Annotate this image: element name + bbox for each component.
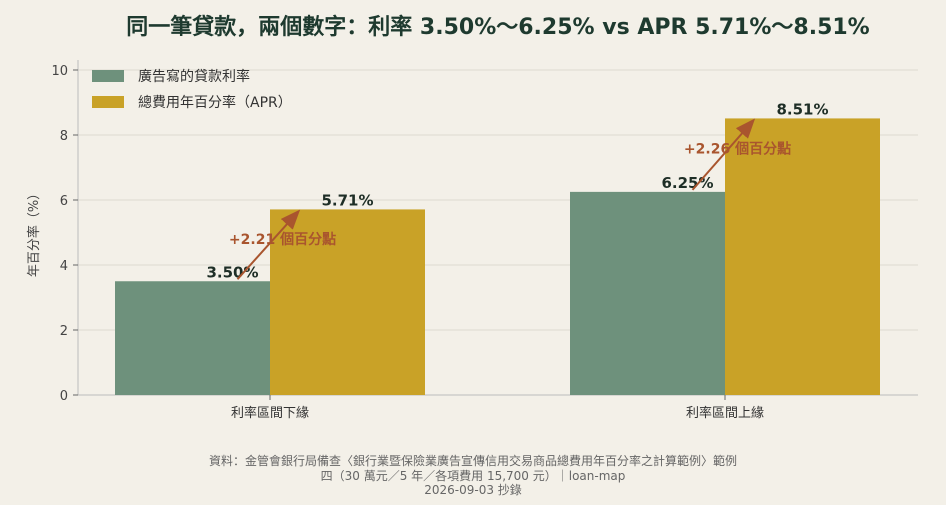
legend-swatch-apr [92,96,124,108]
increase-annotation-0: +2.21 個百分點 [229,231,336,248]
y-tick-label-5: 10 [51,64,68,79]
annotations: +2.21 個百分點 +2.26 個百分點 [229,118,791,280]
legend: 廣告寫的貸款利率 總費用年百分率（APR） [92,68,292,111]
x-category-label-0: 利率區間下緣 [231,405,309,421]
x-categories: 利率區間下緣 利率區間上緣 [231,395,764,421]
y-tick-label-3: 6 [60,194,68,209]
data-label-s1-c1: 8.51% [776,100,828,118]
data-label-s0-c1: 6.25% [661,174,713,192]
bar-s1-c1 [725,118,880,396]
source-line-2: 四（30 萬元／5 年／各項費用 15,700 元）｜loan-map [321,468,626,483]
data-label-s0-c0: 3.50% [206,263,258,281]
data-labels: 3.50% 5.71% 6.25% 8.51% [206,100,828,281]
y-tick-label-2: 4 [60,259,68,274]
increase-arrow-0 [236,209,301,280]
bar-s0-c0 [115,281,270,395]
legend-swatch-rate [92,70,124,82]
y-ticks: 0 2 4 6 8 10 [51,64,78,404]
bar-s1-c0 [270,209,425,395]
source-line-3: 2026-09-03 抄錄 [424,482,522,497]
legend-label-apr: 總費用年百分率（APR） [138,94,292,111]
data-label-s1-c0: 5.71% [321,191,373,209]
bars [115,118,880,396]
increase-arrow-1 [691,118,756,191]
chart-title: 同一筆貸款，兩個數字：利率 3.50%〜6.25% vs APR 5.71%〜8… [126,14,869,40]
y-axis-label: 年百分率（%） [26,187,42,277]
source-line-1: 資料：金管會銀行局備查〈銀行業暨保險業廣告宣傳信用交易商品總費用年百分率之計算範… [209,453,737,468]
y-tick-label-4: 8 [60,129,68,144]
legend-label-rate: 廣告寫的貸款利率 [138,68,250,85]
y-tick-label-0: 0 [60,389,68,404]
bar-s0-c1 [570,191,725,395]
y-tick-label-1: 2 [60,324,68,339]
x-category-label-1: 利率區間上緣 [686,405,764,421]
increase-annotation-1: +2.26 個百分點 [684,141,791,158]
